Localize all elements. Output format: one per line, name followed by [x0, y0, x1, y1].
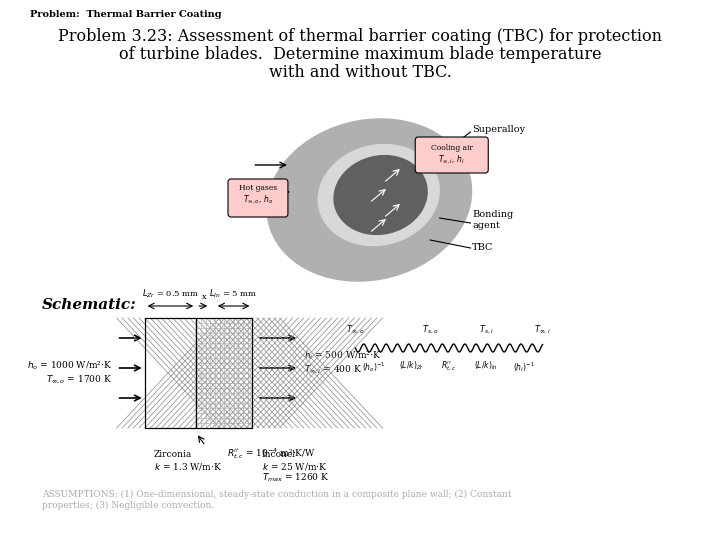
Text: Hot gases
$T_{\infty,o}$, $h_o$: Hot gases $T_{\infty,o}$, $h_o$: [239, 184, 277, 206]
Text: $T_{\infty,o}$: $T_{\infty,o}$: [346, 324, 364, 336]
Ellipse shape: [334, 156, 427, 234]
Text: TBC: TBC: [472, 244, 494, 253]
Text: $(h_o)^{-1}$: $(h_o)^{-1}$: [362, 360, 386, 374]
Ellipse shape: [267, 119, 472, 281]
Text: x: x: [202, 293, 207, 301]
Text: $T_{s,o}$: $T_{s,o}$: [422, 324, 438, 336]
Text: Schematic:: Schematic:: [42, 298, 137, 312]
Text: $(L/k)_{Zr}$: $(L/k)_{Zr}$: [399, 360, 424, 373]
Text: $R^{\prime\prime}_{t,c}$: $R^{\prime\prime}_{t,c}$: [441, 360, 456, 373]
Text: with and without TBC.: with and without TBC.: [269, 64, 451, 81]
Bar: [145, 318, 196, 428]
Text: Problem 3.23: Assessment of thermal barrier coating (TBC) for protection: Problem 3.23: Assessment of thermal barr…: [58, 28, 662, 45]
Text: of turbine blades.  Determine maximum blade temperature: of turbine blades. Determine maximum bla…: [119, 46, 601, 63]
Text: $k$ = 25 W/m·K: $k$ = 25 W/m·K: [261, 461, 327, 472]
FancyBboxPatch shape: [415, 137, 488, 173]
Text: $h_o$ = 1000 W/m²·K
$T_{\infty,o}$ = 1700 K: $h_o$ = 1000 W/m²·K $T_{\infty,o}$ = 170…: [27, 360, 112, 386]
Text: Bonding
agent: Bonding agent: [472, 210, 513, 230]
Text: $L_{In}$ = 5 mm: $L_{In}$ = 5 mm: [210, 287, 258, 300]
Bar: [145, 318, 196, 428]
Ellipse shape: [318, 145, 439, 246]
Text: $(L/k)_{In}$: $(L/k)_{In}$: [474, 360, 498, 373]
Text: Cooling air
$T_{\infty,i}$, $h_i$: Cooling air $T_{\infty,i}$, $h_i$: [431, 144, 473, 166]
Bar: [196, 318, 252, 428]
Text: Problem:  Thermal Barrier Coating: Problem: Thermal Barrier Coating: [30, 10, 222, 19]
Text: Zirconia: Zirconia: [154, 450, 192, 459]
Text: $L_{Zr}$ = 0.5 mm: $L_{Zr}$ = 0.5 mm: [142, 287, 199, 300]
Text: Inconel: Inconel: [261, 450, 296, 459]
Text: ASSUMPTIONS: (1) One-dimensional, steady-state conduction in a composite plane w: ASSUMPTIONS: (1) One-dimensional, steady…: [42, 490, 511, 510]
Text: $T_{max}$ = 1260 K: $T_{max}$ = 1260 K: [261, 472, 329, 484]
Text: $(h_i)^{-1}$: $(h_i)^{-1}$: [513, 360, 535, 374]
Text: $h_i$ = 500 W/m²·K
$T_{\infty,i}$ = 400 K: $h_i$ = 500 W/m²·K $T_{\infty,i}$ = 400 …: [304, 350, 381, 376]
FancyBboxPatch shape: [228, 179, 288, 217]
Text: $T_{s,i}$: $T_{s,i}$: [479, 324, 494, 336]
Text: $T_{\infty,i}$: $T_{\infty,i}$: [534, 324, 551, 336]
Text: Superalloy: Superalloy: [472, 125, 526, 134]
Text: $k$ = 1.3 W/m·K: $k$ = 1.3 W/m·K: [154, 461, 222, 472]
Text: $R^{\prime\prime}_{t,c}$ = 10$^{-4}$ m²·K/W: $R^{\prime\prime}_{t,c}$ = 10$^{-4}$ m²·…: [227, 446, 315, 461]
Bar: [196, 318, 252, 428]
